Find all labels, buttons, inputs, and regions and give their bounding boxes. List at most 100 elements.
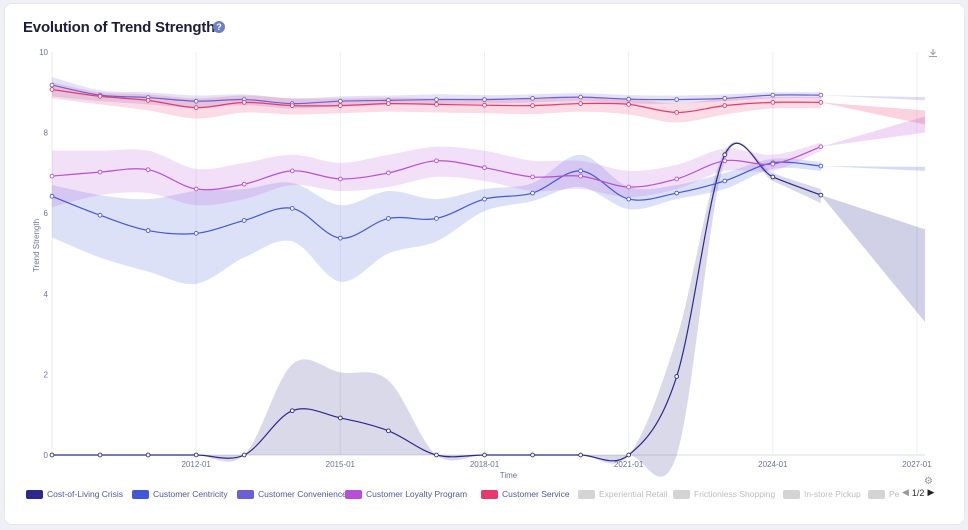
forecast-band [820,116,925,147]
data-point [530,452,535,458]
data-point [97,452,103,458]
gear-icon[interactable]: ⚙ [924,476,933,487]
data-point [818,100,824,105]
data-point [49,82,55,88]
y-tick-label: 6 [44,209,49,218]
legend-label: Pe [889,489,900,499]
data-point [434,97,439,102]
data-point [145,167,151,173]
legend-label: Cost-of-Living Crisis [47,489,124,499]
data-point [578,101,583,106]
data-point [145,452,151,458]
y-tick-label: 8 [44,129,49,138]
legend-swatch [578,489,595,499]
data-point [97,93,103,99]
legend: Cost-of-Living Crisis Customer Centricity… [26,487,941,501]
data-point [674,374,680,379]
data-point [482,196,487,202]
data-point [337,415,343,421]
x-tick-label: 2012-01 [181,460,211,469]
data-point [193,452,199,458]
legend-label: Customer Service [502,489,570,499]
data-point [578,452,583,458]
x-tick-label: 2027-01 [902,460,932,469]
y-tick-label: 4 [44,290,49,299]
data-point [482,452,487,458]
data-point [482,165,487,171]
data-point [241,218,247,223]
data-point [482,97,487,102]
data-point [241,452,247,458]
data-point [626,102,632,107]
legend-label: Frictionless Shopping [694,489,776,499]
legend-item[interactable]: Customer Loyalty Program [345,487,467,501]
download-icon[interactable] [928,48,938,58]
data-point [337,235,343,241]
pager-text: 1/2 [911,487,925,498]
data-point [674,97,680,102]
data-point [289,206,295,211]
data-point [530,174,535,180]
chart-title: Evolution of Trend Strength [23,19,216,36]
legend-item[interactable]: Customer Service [481,487,570,501]
data-point [578,173,583,179]
data-point [386,216,391,221]
forecast-band [820,102,925,125]
data-point [289,103,295,108]
legend-item[interactable]: Cost-of-Living Crisis [26,487,123,501]
pager-next-icon[interactable]: ▶ [927,487,935,497]
legend-label: Customer Centricity [153,489,228,499]
data-point [193,105,199,110]
legend-label: Customer Loyalty Program [366,489,468,499]
data-point [674,190,680,196]
data-point [530,95,535,101]
legend-label: Customer Convenience [258,489,347,499]
confidence-band [52,142,821,208]
data-point [818,92,824,98]
legend-swatch [26,489,43,499]
legend-label: In-store Pickup [804,489,861,499]
data-point [337,98,343,104]
data-point [626,96,632,102]
x-axis-label: Time [500,471,518,480]
x-tick-label: 2024-01 [758,460,788,469]
legend-item[interactable]: Pe [868,487,899,501]
data-point [674,110,680,115]
data-point [434,102,439,107]
data-point [97,169,103,175]
legend-item[interactable]: Customer Convenience [237,487,347,501]
question-circle-icon[interactable]: ? [213,21,225,33]
data-point [434,216,439,221]
legend-swatch [481,489,498,499]
data-point [241,100,247,105]
legend-item[interactable]: In-store Pickup [783,487,861,501]
legend-swatch [132,489,149,499]
y-axis-label: Trend Strength [32,219,41,272]
data-point [434,158,439,164]
data-point [49,452,55,458]
pager-prev-icon[interactable]: ◀ [902,487,909,497]
x-tick-label: 2015-01 [326,460,356,469]
data-point [722,95,728,101]
legend-swatch [237,489,254,499]
forecast-band [820,95,925,101]
data-point [49,173,55,179]
legend-item[interactable]: Customer Centricity [132,487,228,501]
data-point [770,92,776,98]
legend-pager: ◀ 1/2 ▶ [902,487,934,498]
data-point [770,161,776,167]
data-point [386,101,391,106]
legend-item[interactable]: Experiential Retail [578,487,668,501]
legend-item[interactable]: Frictionless Shopping [673,487,775,501]
data-point [770,174,776,180]
data-point [770,100,776,105]
data-point [530,190,535,196]
data-point [337,176,343,182]
data-point [386,428,391,434]
data-point [578,168,583,174]
data-point [434,452,439,458]
data-point [386,170,391,176]
data-point [818,192,824,198]
legend-swatch [868,489,885,499]
